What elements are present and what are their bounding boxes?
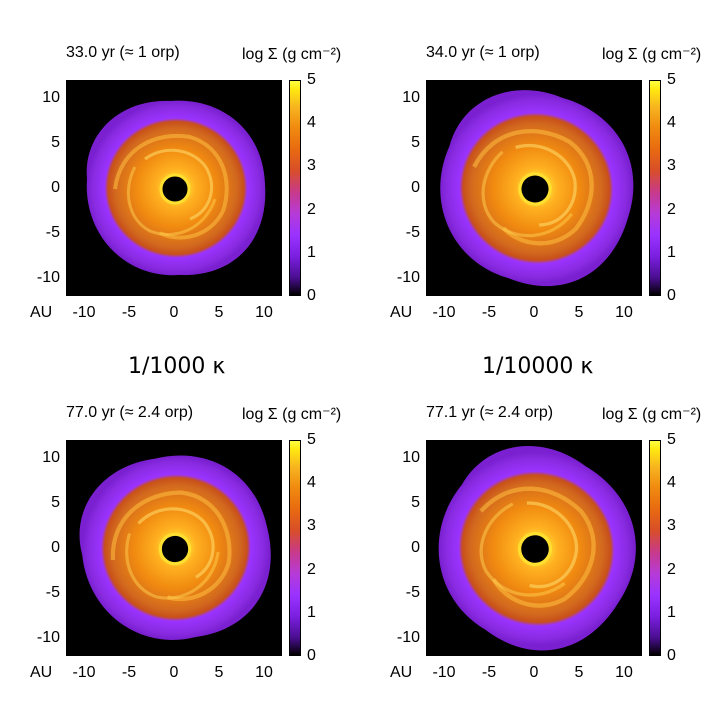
x-tick-label: 10: [255, 664, 273, 681]
colorbar-tick-label: 1: [307, 243, 316, 261]
colorbar-tick-label: 1: [667, 603, 676, 621]
colorbar-tick-label: 4: [307, 114, 316, 132]
panel-bottom-right: 77.1 yr (≈ 2.4 orp) log Σ (g cm⁻²): [360, 360, 720, 690]
y-tick-label: 5: [51, 494, 60, 511]
disk-image: [427, 81, 641, 295]
colorbar-tick-label: 3: [307, 517, 316, 535]
colorbar: [649, 440, 661, 656]
x-tick-label: -5: [121, 664, 137, 681]
colorbar-tick-label: 1: [307, 603, 316, 621]
colorbar-label: log Σ (g cm⁻²): [602, 406, 702, 423]
colorbar-tick-label: 3: [667, 157, 676, 175]
colorbar-label: log Σ (g cm⁻²): [242, 46, 342, 63]
colorbar-tick-label: 5: [307, 431, 316, 448]
colorbar-tick-label: 5: [307, 71, 316, 88]
x-tick-label: -5: [481, 304, 497, 321]
disk-image: [67, 81, 281, 295]
colorbar-tick-label: 3: [667, 517, 676, 535]
colorbar-label: log Σ (g cm⁻²): [242, 406, 342, 423]
y-tick-label: 10: [402, 89, 420, 106]
panel-title: 34.0 yr (≈ 1 orp): [426, 44, 540, 61]
x-tick-label: 5: [574, 304, 584, 321]
panel-top-right: 34.0 yr (≈ 1 orp) log Σ (g cm⁻²): [360, 0, 720, 330]
y-tick-label: 5: [51, 134, 60, 151]
x-tick-label: 10: [615, 304, 633, 321]
colorbar-tick-label: 0: [307, 287, 316, 304]
y-tick-label: 10: [42, 449, 60, 466]
density-map: [66, 440, 282, 656]
x-tick-label: -10: [72, 664, 96, 681]
x-tick-label: -5: [121, 304, 137, 321]
colorbar-tick-label: 0: [307, 647, 316, 664]
y-tick-label: 0: [51, 539, 60, 556]
panel-title: 33.0 yr (≈ 1 orp): [66, 44, 180, 61]
caption-left: 1/1000 κ: [128, 354, 226, 379]
y-tick-label: 0: [411, 179, 420, 196]
colorbar: [289, 80, 301, 296]
x-tick-label: 0: [529, 304, 539, 321]
y-tick-label: -5: [405, 584, 420, 601]
x-tick-label: 10: [255, 304, 273, 321]
y-tick-label: 5: [411, 134, 420, 151]
x-tick-label: 0: [169, 304, 179, 321]
colorbar-tick-label: 0: [667, 647, 676, 664]
y-tick-label: 5: [411, 494, 420, 511]
x-tick-label: -10: [72, 304, 96, 321]
colorbar-tick-label: 1: [667, 243, 676, 261]
y-tick-label: -10: [36, 269, 60, 286]
colorbar-tick-label: 5: [667, 71, 676, 88]
x-tick-label: -10: [432, 304, 456, 321]
colorbar-tick-label: 4: [667, 114, 676, 132]
x-tick-label: 5: [574, 664, 584, 681]
colorbar-tick-label: 2: [307, 560, 316, 578]
x-axis-label: AU: [30, 304, 53, 321]
y-tick-label: -5: [45, 584, 60, 601]
x-tick-label: 0: [529, 664, 539, 681]
disk-image: [427, 441, 641, 655]
y-tick-label: -5: [45, 224, 60, 241]
x-tick-label: -5: [481, 664, 497, 681]
y-tick-label: 10: [42, 89, 60, 106]
x-axis-label: AU: [30, 664, 53, 681]
x-tick-label: 10: [615, 664, 633, 681]
x-axis-label: AU: [390, 304, 413, 321]
x-tick-label: -10: [432, 664, 456, 681]
x-axis-label: AU: [390, 664, 413, 681]
panel-title: 77.1 yr (≈ 2.4 orp): [426, 404, 554, 421]
y-tick-label: -5: [405, 224, 420, 241]
y-tick-label: -10: [36, 629, 60, 646]
colorbar-tick-label: 4: [307, 474, 316, 492]
colorbar-tick-label: 5: [667, 431, 676, 448]
density-map: [66, 80, 282, 296]
y-tick-label: -10: [396, 269, 420, 286]
y-tick-label: 10: [402, 449, 420, 466]
density-map: [426, 80, 642, 296]
x-tick-label: 5: [214, 304, 224, 321]
disk-image: [67, 441, 281, 655]
colorbar-tick-label: 2: [667, 200, 676, 218]
caption-right: 1/10000 κ: [482, 354, 594, 379]
colorbar: [289, 440, 301, 656]
x-tick-label: 0: [169, 664, 179, 681]
colorbar-label: log Σ (g cm⁻²): [602, 46, 702, 63]
density-map: [426, 440, 642, 656]
x-tick-label: 5: [214, 664, 224, 681]
panel-title: 77.0 yr (≈ 2.4 orp): [66, 404, 194, 421]
y-tick-label: -10: [396, 629, 420, 646]
panel-bottom-left: 77.0 yr (≈ 2.4 orp) log Σ (g cm⁻²): [0, 360, 360, 690]
panel-top-left: 33.0 yr (≈ 1 orp) log Σ (g cm⁻²): [0, 0, 360, 330]
colorbar-tick-label: 2: [307, 200, 316, 218]
y-tick-label: 0: [411, 539, 420, 556]
colorbar: [649, 80, 661, 296]
colorbar-tick-label: 4: [667, 474, 676, 492]
colorbar-tick-label: 0: [667, 287, 676, 304]
colorbar-tick-label: 2: [667, 560, 676, 578]
y-tick-label: 0: [51, 179, 60, 196]
colorbar-tick-label: 3: [307, 157, 316, 175]
